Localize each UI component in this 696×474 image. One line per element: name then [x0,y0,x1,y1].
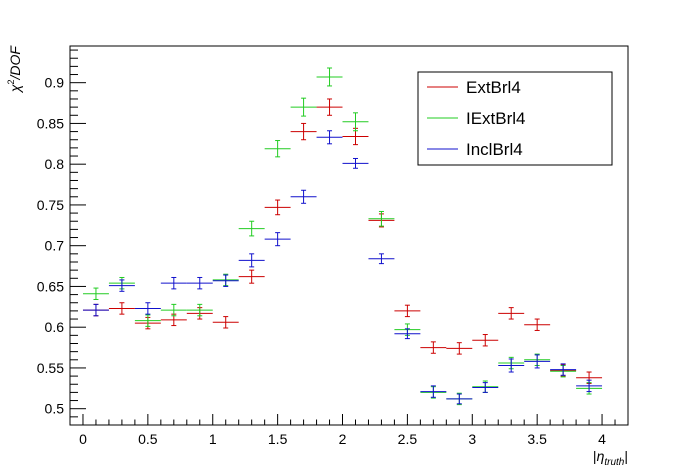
x-tick-label: 4 [598,431,606,447]
x-tick-label: 1 [209,431,217,447]
legend-label: InclBrl4 [466,140,523,159]
data-point [238,220,265,237]
data-point [524,354,551,369]
data-point [316,67,343,87]
data-point [212,274,239,287]
data-point [290,97,317,117]
y-tick-label: 0.65 [37,278,64,294]
data-point [576,379,603,393]
data-point [550,363,577,376]
data-point [420,385,447,398]
data-point [264,199,291,216]
data-point [212,316,239,329]
x-axis-title: |ηtruth| [593,448,628,468]
y-tick-label: 0.6 [45,319,65,335]
data-point [290,189,317,204]
y-axis: 0.5 0.55 0.6 0.65 0.7 0.75 0.8 0.85 0.9 [37,49,86,426]
y-tick-label: 0.8 [45,156,65,172]
y-tick-label: 0.7 [45,238,65,254]
data-layer [82,67,603,406]
data-point [368,253,395,265]
x-axis: 0 0.5 1 1.5 2 2.5 3 3.5 4 [79,414,629,447]
data-point [498,358,525,373]
data-point [160,303,187,317]
legend-entry-inclbrl4: InclBrl4 [427,140,523,159]
y-tick-label: 0.9 [45,75,65,91]
legend-entry-iextbrl4: IExtBrl4 [427,109,526,128]
data-point [472,382,499,393]
data-point [420,341,447,354]
data-point [394,304,421,318]
data-point [290,122,317,141]
data-point [82,287,109,300]
data-point [524,318,551,331]
data-point [498,307,525,320]
data-point [472,334,499,347]
y-tick-label: 0.5 [45,401,65,417]
data-point [316,98,343,116]
x-tick-label: 2 [339,431,347,447]
legend: ExtBrl4 IExtBrl4 InclBrl4 [417,71,613,166]
data-point [368,210,395,227]
x-tick-label: 0 [79,431,87,447]
data-point [108,279,135,292]
x-tick-label: 3.5 [527,431,547,447]
legend-entry-extbrl4: ExtBrl4 [427,78,521,97]
x-tick-label: 0.5 [138,431,158,447]
data-point [342,157,369,169]
data-point [342,112,369,132]
y-tick-label: 0.75 [37,197,64,213]
data-point [394,328,421,340]
data-point [186,276,213,290]
y-axis-title: χ2/DOF [6,45,23,95]
data-point [238,253,265,268]
data-point [186,303,213,317]
series-inclbrl4 [82,130,603,405]
data-point [316,130,343,145]
legend-label: ExtBrl4 [466,78,521,97]
plot-frame [69,45,629,426]
data-point [264,140,291,158]
data-point [134,302,161,315]
data-point [160,276,187,290]
data-point [264,232,291,247]
data-point [446,342,473,355]
y-tick-label: 0.55 [37,360,64,376]
x-tick-label: 3 [468,431,476,447]
y-tick-label: 0.85 [37,115,64,131]
data-point [446,393,473,405]
data-point [82,303,109,317]
legend-label: IExtBrl4 [466,109,526,128]
data-point [108,302,135,315]
data-point [238,269,265,284]
data-point [134,314,161,327]
x-tick-label: 2.5 [398,431,418,447]
x-tick-label: 1.5 [268,431,288,447]
